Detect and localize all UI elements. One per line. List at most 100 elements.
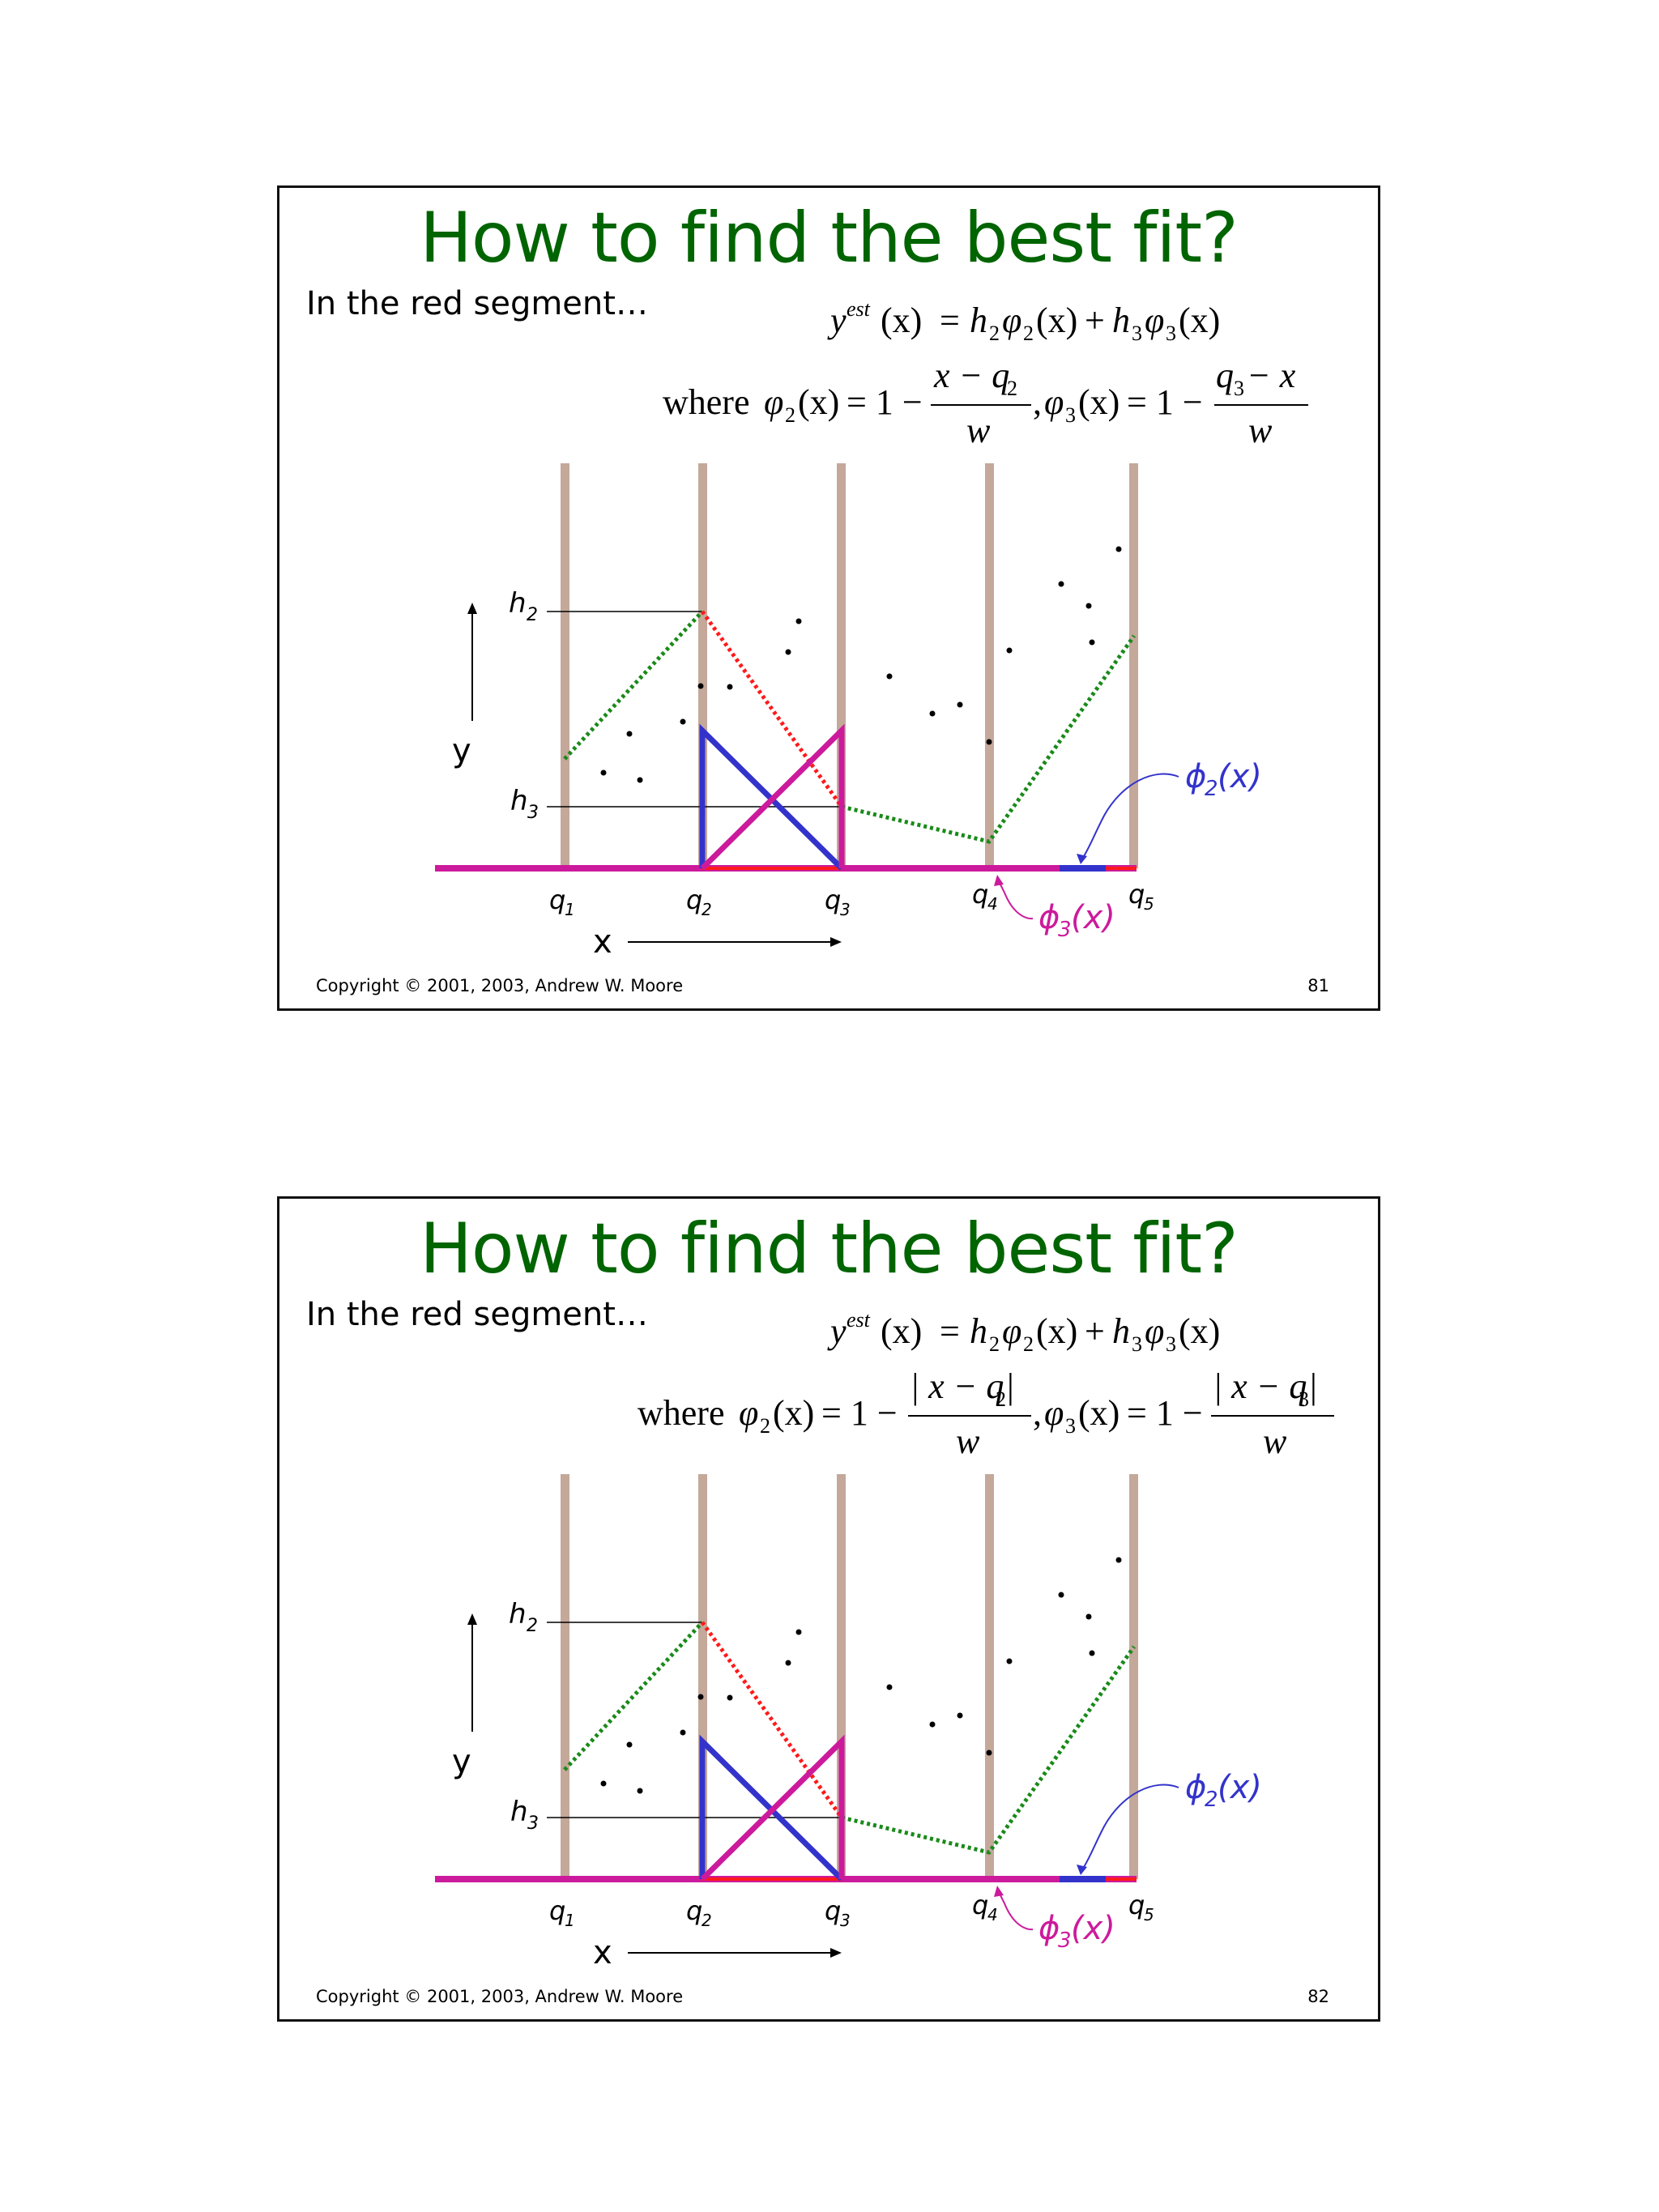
svg-text:2: 2 xyxy=(702,900,712,919)
svg-text:2: 2 xyxy=(527,1616,538,1636)
data-point xyxy=(886,673,893,680)
data-point xyxy=(957,1712,963,1719)
svg-text:4: 4 xyxy=(987,1905,998,1924)
data-point xyxy=(886,1684,893,1690)
svg-text:φ: φ xyxy=(1145,1311,1164,1351)
svg-text:q: q xyxy=(825,1895,841,1926)
svg-text:= 1 −: = 1 − xyxy=(821,1393,898,1433)
data-point xyxy=(929,710,936,717)
svg-text:3: 3 xyxy=(1299,1387,1309,1411)
data-point xyxy=(1006,1658,1013,1664)
svg-text:q: q xyxy=(549,1895,565,1926)
svg-text:ϕ: ϕ xyxy=(1038,899,1060,936)
knot-bar xyxy=(561,1474,569,1879)
formula-where: where φ 2 (x) = 1 − x − q 2 w , φ 3 (x) … xyxy=(663,356,1308,450)
svg-text:2: 2 xyxy=(1205,777,1218,801)
phi3-basis xyxy=(700,723,845,871)
data-point xyxy=(727,1694,733,1701)
svg-text:est: est xyxy=(847,1308,871,1332)
svg-text:3: 3 xyxy=(1058,1929,1072,1953)
data-point xyxy=(1058,581,1064,587)
svg-text:ϕ: ϕ xyxy=(1185,758,1206,795)
svg-text:h: h xyxy=(510,1796,528,1828)
svg-text:− x: − x xyxy=(1247,356,1296,395)
page-number: 82 xyxy=(1307,1987,1329,2006)
data-point xyxy=(785,1660,791,1666)
data-point xyxy=(600,1780,607,1787)
data-point xyxy=(986,1750,992,1756)
svg-text:3: 3 xyxy=(840,1911,851,1930)
svg-text:(x): (x) xyxy=(1179,1311,1220,1351)
y-axis-label: y xyxy=(452,732,471,769)
svg-text:|: | xyxy=(1007,1366,1014,1406)
svg-text:2: 2 xyxy=(760,1414,770,1438)
data-point xyxy=(697,683,704,689)
svg-text:(x): (x) xyxy=(1179,300,1220,340)
green-fit-line xyxy=(563,1621,704,1771)
knot-label-q5: q5 xyxy=(1128,1890,1154,1924)
svg-text:3: 3 xyxy=(840,900,851,919)
h3-label: h 3 xyxy=(510,785,539,823)
svg-text:(x): (x) xyxy=(798,382,839,422)
y-axis-arrow xyxy=(467,1613,477,1732)
svg-text:q: q xyxy=(1216,356,1234,395)
svg-text:3: 3 xyxy=(1065,1414,1076,1438)
svg-text:φ: φ xyxy=(1002,1311,1021,1351)
svg-text:=: = xyxy=(940,1311,960,1351)
svg-text:w: w xyxy=(956,1421,980,1461)
data-point xyxy=(957,701,963,708)
svg-text:q: q xyxy=(549,884,565,915)
data-point xyxy=(1115,1557,1122,1563)
knot-label-q1: q1 xyxy=(549,884,575,919)
svg-text:(x): (x) xyxy=(1078,1393,1120,1433)
data-point xyxy=(1085,1613,1092,1620)
knot-label-q2: q2 xyxy=(686,884,712,919)
svg-text:(x): (x) xyxy=(1036,300,1077,340)
knot-labels: q1 q2 q3 q4 q5 xyxy=(549,1890,1154,1930)
svg-text:h: h xyxy=(1112,1311,1130,1351)
data-point xyxy=(1058,1592,1064,1598)
svg-text:2: 2 xyxy=(1205,1788,1218,1812)
svg-text:where: where xyxy=(663,382,750,422)
svg-text:q: q xyxy=(972,1890,988,1920)
h2-label: h 2 xyxy=(509,587,538,625)
svg-text:2: 2 xyxy=(785,403,795,427)
svg-text:2: 2 xyxy=(527,605,538,625)
data-point xyxy=(986,739,992,745)
copyright: Copyright © 2001, 2003, Andrew W. Moore xyxy=(316,976,684,995)
svg-text:φ: φ xyxy=(739,1393,758,1433)
slide: How to find the best fit? In the red seg… xyxy=(277,185,1380,1011)
svg-text:q: q xyxy=(1128,879,1145,910)
svg-text:(x): (x) xyxy=(881,1311,922,1351)
knot-bar xyxy=(985,463,994,868)
red-fit-segment xyxy=(700,610,844,808)
slide-title: How to find the best fit? xyxy=(420,1208,1239,1289)
y-axis-arrow xyxy=(467,603,477,721)
svg-text:3: 3 xyxy=(1132,1332,1142,1356)
svg-text:3: 3 xyxy=(1065,403,1076,427)
svg-text:,: , xyxy=(1033,1393,1042,1433)
svg-text:(x): (x) xyxy=(1036,1311,1077,1351)
data-point xyxy=(1006,647,1013,654)
svg-text:=: = xyxy=(940,300,960,340)
data-point xyxy=(1089,639,1095,646)
svg-text:5: 5 xyxy=(1144,894,1154,914)
knot-label-q2: q2 xyxy=(686,1895,712,1930)
svg-text:h: h xyxy=(1112,300,1130,340)
svg-text:3: 3 xyxy=(527,803,539,823)
data-point xyxy=(626,1741,633,1748)
svg-text:q: q xyxy=(686,884,702,915)
phi2-callout: ϕ 2 (x) xyxy=(1077,1769,1262,1875)
svg-text:2: 2 xyxy=(989,322,1000,345)
knot-bars xyxy=(561,463,1138,868)
data-point xyxy=(795,618,802,624)
svg-text:+: + xyxy=(1085,300,1105,340)
copyright: Copyright © 2001, 2003, Andrew W. Moore xyxy=(316,1987,684,2006)
knot-bar xyxy=(561,463,569,868)
knot-bar xyxy=(837,1474,846,1879)
svg-text:2: 2 xyxy=(1023,322,1034,345)
data-point xyxy=(1089,1650,1095,1656)
svg-text:φ: φ xyxy=(764,382,783,422)
knot-bar xyxy=(837,463,846,868)
data-point xyxy=(785,649,791,655)
